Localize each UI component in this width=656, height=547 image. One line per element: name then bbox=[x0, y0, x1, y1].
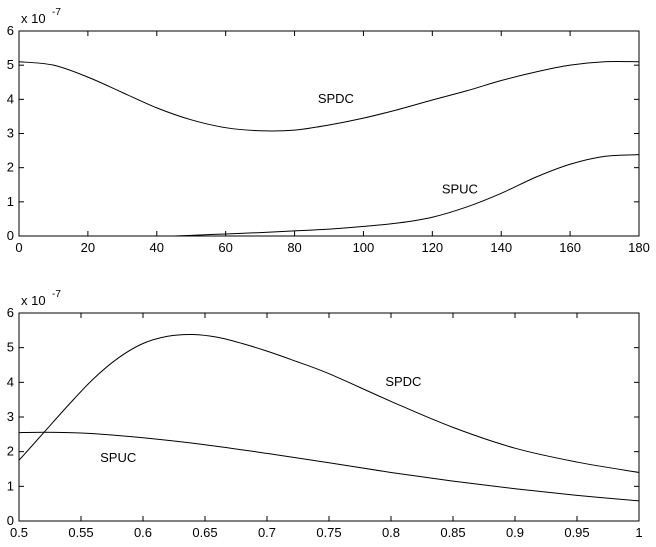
chart-2-y-exponent-power: -7 bbox=[52, 289, 61, 300]
chart-2-x-tick-label: 1 bbox=[635, 525, 642, 540]
chart-2-series-spdc-line bbox=[18, 333, 640, 473]
chart-2-annotation-spuc: SPUC bbox=[100, 450, 136, 465]
chart-1-x-tick-label: 80 bbox=[287, 240, 301, 255]
chart-2-y-tick-label: 0 bbox=[7, 513, 14, 528]
chart-1-x-tick-label: 20 bbox=[81, 240, 95, 255]
chart-2-y-tick-label: 2 bbox=[7, 444, 14, 459]
chart-1-annotation-spuc: SPUC bbox=[442, 181, 478, 196]
chart-1-x-tick-label: 100 bbox=[353, 240, 375, 255]
chart-2-y-tick-label: 6 bbox=[7, 305, 14, 320]
chart-1-y-exponent: x 10 bbox=[21, 11, 46, 26]
chart-2-x-tick-label: 0.75 bbox=[316, 525, 341, 540]
chart-1-y-tick-label: 0 bbox=[7, 228, 14, 243]
chart-1-annotation-spdc: SPDC bbox=[318, 91, 354, 106]
chart-1-y-tick-label: 4 bbox=[7, 91, 14, 106]
chart-1-series-spdc-line bbox=[18, 60, 640, 132]
chart-1-y-tick-label: 3 bbox=[7, 126, 14, 141]
chart-2-y-tick-label: 4 bbox=[7, 374, 14, 389]
chart-1-y-tick-label: 1 bbox=[7, 194, 14, 209]
chart-2-x-tick-label: 0.7 bbox=[258, 525, 276, 540]
chart-1-x-tick-label: 120 bbox=[421, 240, 443, 255]
chart-2-y-exponent: x 10 bbox=[21, 293, 46, 308]
chart-1-x-tick-label: 60 bbox=[218, 240, 232, 255]
chart-2-x-tick-label: 0.65 bbox=[192, 525, 217, 540]
chart-1-x-tick-label: 0 bbox=[15, 240, 22, 255]
chart-2-plot-frame bbox=[18, 312, 640, 522]
chart-2-x-tick-label: 0.6 bbox=[134, 525, 152, 540]
chart-1-x-tick-label: 140 bbox=[490, 240, 512, 255]
chart-1-x-tick-label: 40 bbox=[150, 240, 164, 255]
chart-2-annotation-spdc: SPDC bbox=[385, 374, 421, 389]
chart-2-x-tick-label: 0.85 bbox=[440, 525, 465, 540]
chart-1-y-exponent-power: -7 bbox=[52, 7, 61, 18]
chart-2-x-tick-label: 0.9 bbox=[506, 525, 524, 540]
chart-1-x-tick-label: 160 bbox=[559, 240, 581, 255]
chart-2-x-tick-label: 0.95 bbox=[564, 525, 589, 540]
chart-2-y-tick-label: 1 bbox=[7, 478, 14, 493]
chart-1-series-spuc-line bbox=[173, 154, 640, 237]
chart-1-y-tick-label: 2 bbox=[7, 160, 14, 175]
chart-1-plot-frame bbox=[18, 30, 640, 237]
chart-1-x-tick-label: 180 bbox=[628, 240, 650, 255]
chart-2-y-tick-label: 5 bbox=[7, 340, 14, 355]
chart-1-y-tick-label: 6 bbox=[7, 23, 14, 38]
chart-2-x-tick-label: 0.8 bbox=[382, 525, 400, 540]
chart-1-y-tick-label: 5 bbox=[7, 57, 14, 72]
chart-2-series-spuc-line bbox=[18, 431, 640, 502]
chart-2-y-tick-label: 3 bbox=[7, 409, 14, 424]
chart-2-x-tick-label: 0.5 bbox=[10, 525, 28, 540]
chart-2-x-tick-label: 0.55 bbox=[68, 525, 93, 540]
